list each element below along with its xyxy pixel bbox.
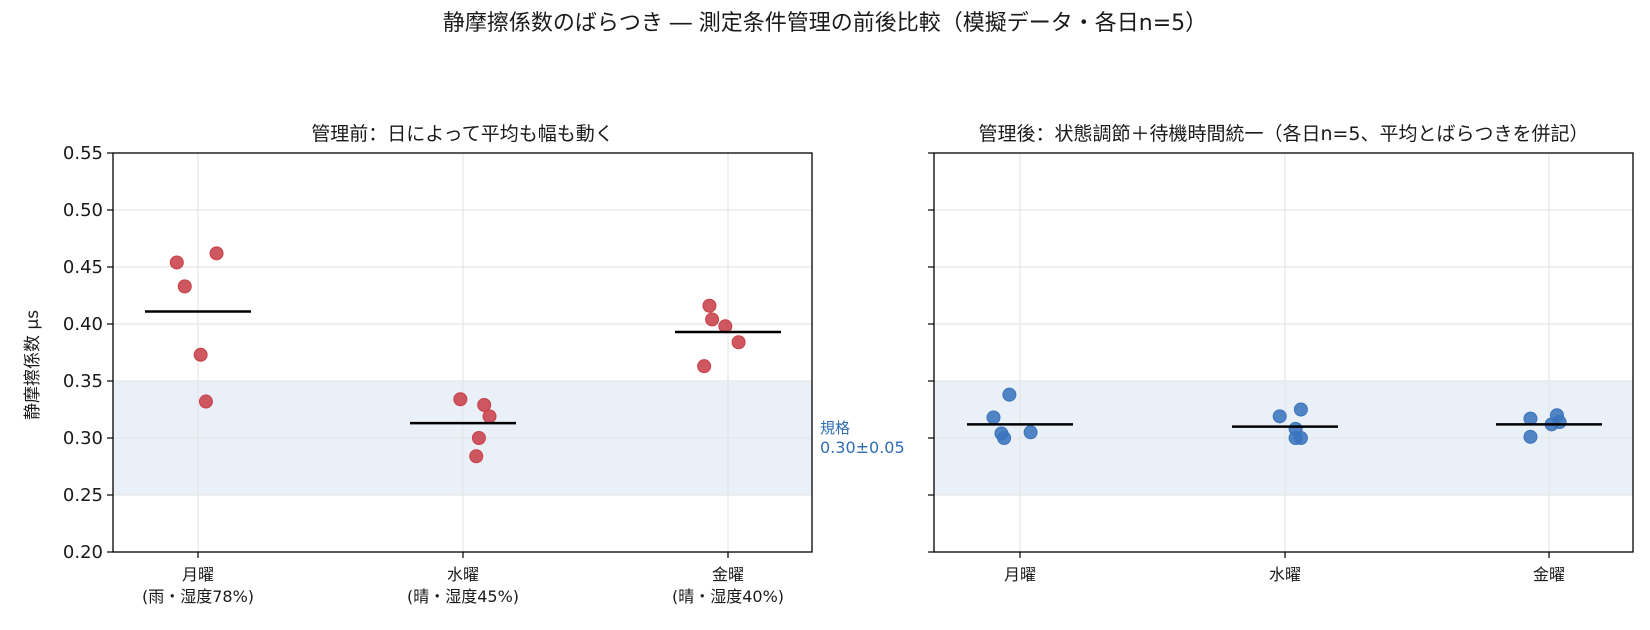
data-point bbox=[1272, 409, 1287, 424]
group-2 bbox=[410, 392, 516, 464]
panel-title: 管理後：状態調節＋待機時間統一（各日n=5、平均とばらつきを併記） bbox=[978, 123, 1588, 145]
axes-frame bbox=[933, 152, 1634, 553]
data-point bbox=[1293, 402, 1308, 417]
data-point bbox=[482, 409, 497, 424]
x-tick-label: 月曜 bbox=[1004, 565, 1036, 584]
group-1 bbox=[967, 387, 1073, 445]
panels: 0.20 0.25 0.30 0.35 0.40 0.45 0.50 0.55 月曜(雨・湿度7… bbox=[63, 123, 1634, 606]
data-point bbox=[193, 347, 208, 362]
data-point bbox=[997, 431, 1012, 445]
data-point bbox=[477, 397, 492, 412]
y-tick-label: 0.35 bbox=[63, 371, 103, 392]
data-point bbox=[1523, 429, 1538, 444]
data-point bbox=[469, 449, 484, 464]
data-point bbox=[702, 298, 717, 313]
group-1 bbox=[145, 246, 251, 409]
y-tick-label: 0.50 bbox=[63, 200, 103, 221]
data-point bbox=[697, 359, 712, 374]
data-point bbox=[471, 431, 486, 445]
group-2 bbox=[1232, 402, 1338, 445]
y-tick-label: 0.30 bbox=[63, 428, 103, 449]
spec-annotation: 規格0.30±0.05 bbox=[820, 419, 905, 457]
data-point bbox=[1293, 431, 1308, 445]
data-point bbox=[986, 410, 1001, 425]
data-point bbox=[1023, 425, 1038, 440]
data-point bbox=[1002, 387, 1017, 402]
data-point bbox=[453, 392, 468, 407]
data-point bbox=[209, 246, 224, 261]
x-tick-label: 金曜(晴・湿度40%) bbox=[672, 565, 784, 606]
data-point bbox=[705, 312, 720, 327]
data-point bbox=[731, 335, 746, 350]
panel-before: 0.20 0.25 0.30 0.35 0.40 0.45 0.50 0.55 月曜(雨・湿度7… bbox=[63, 123, 813, 606]
y-tick-label: 0.45 bbox=[63, 257, 103, 278]
x-tick-label: 金曜 bbox=[1533, 565, 1565, 584]
group-3 bbox=[1496, 408, 1602, 444]
y-tick-label: 0.40 bbox=[63, 314, 103, 335]
panel-after: 月曜 水曜 金曜 管理後：状態調節＋待機時間統一（各日n=5、平均とばらつきを併記） bbox=[928, 123, 1634, 584]
x-tick-label: 水曜 bbox=[1269, 565, 1301, 584]
data-point bbox=[169, 255, 184, 270]
data-point bbox=[198, 394, 213, 409]
spec-label-value: 0.30±0.05 bbox=[820, 438, 905, 457]
data-point bbox=[177, 279, 192, 294]
y-tick-label: 0.20 bbox=[63, 542, 103, 563]
x-tick-label: 月曜(雨・湿度78%) bbox=[142, 565, 254, 606]
y-tick-label: 0.55 bbox=[63, 143, 103, 164]
group-3 bbox=[675, 298, 781, 374]
spec-label-title: 規格 bbox=[820, 419, 850, 437]
x-tick-label: 水曜(晴・湿度45%) bbox=[407, 565, 519, 606]
figure-title: 静摩擦係数のばらつき ― 測定条件管理の前後比較（模擬データ・各日n=5） bbox=[443, 11, 1207, 36]
y-tick-label: 0.25 bbox=[63, 485, 103, 506]
y-axis-label: 静摩擦係数 μs bbox=[23, 310, 43, 420]
panel-title: 管理前：日によって平均も幅も動く bbox=[311, 123, 613, 145]
